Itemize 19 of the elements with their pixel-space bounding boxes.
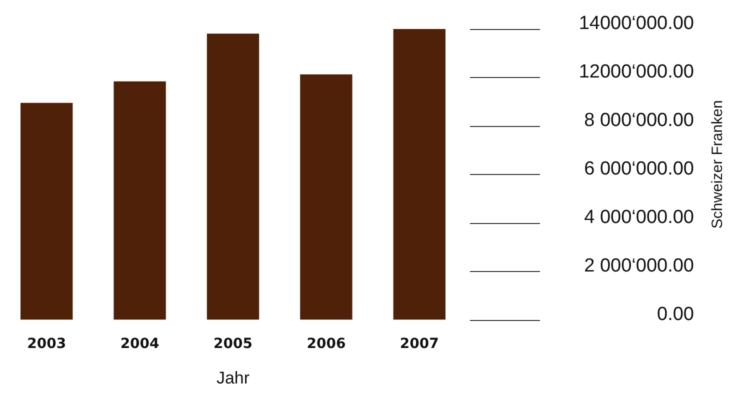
x-tick-label: 2007 [400, 336, 439, 352]
x-tick-label: 2004 [120, 336, 160, 352]
bar [300, 74, 352, 320]
text: 8 000‘000.00 [584, 110, 694, 132]
bar [206, 34, 260, 320]
text: 6 000‘000.00 [584, 158, 694, 180]
x-axis-title: Jahr [216, 368, 250, 388]
x-tick-label: 2003 [27, 336, 66, 352]
x-tick-label: 2005 [214, 336, 252, 352]
text: 2 000‘000.00 [584, 256, 694, 277]
bar [20, 102, 73, 320]
text: 4 000‘000.00 [584, 207, 694, 228]
bar [114, 81, 166, 320]
text: 0.00 [657, 304, 694, 326]
x-tick-label: 2006 [306, 336, 346, 352]
bar [393, 29, 446, 320]
text: 12000‘000.00 [578, 62, 694, 83]
text: 14000‘000.00 [578, 13, 694, 34]
text: Schweizer Franken [709, 100, 726, 229]
